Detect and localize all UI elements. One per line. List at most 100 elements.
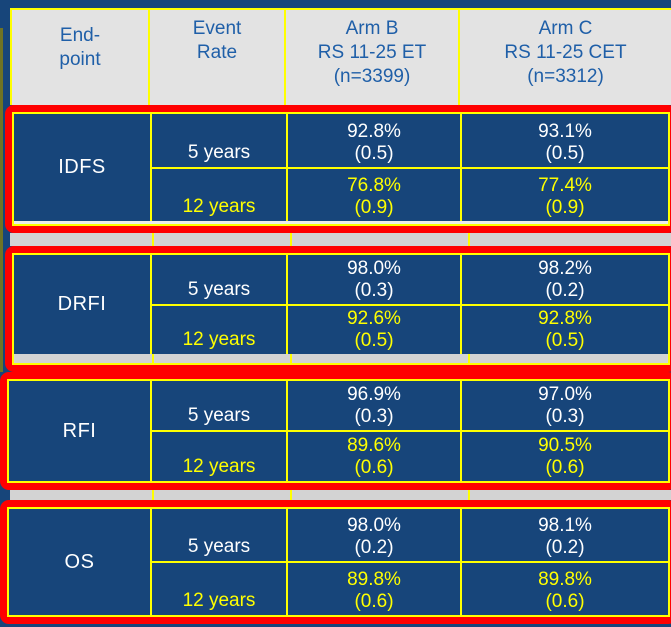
arm-c-value-cell: 97.0% (0.3) — [462, 381, 668, 430]
arm-b-value-cell: 96.9% (0.3) — [288, 381, 462, 430]
period-cell: 5 years — [152, 114, 288, 167]
endpoint-block-os-inner: OS 5 years 98.0% (0.2) 98.1% (0.2) — [7, 507, 670, 617]
idfs-rows: 5 years 92.8% (0.5) 93.1% (0.5) 12 years — [152, 114, 668, 221]
endpoint-label-cell: IDFS — [14, 114, 152, 221]
arm-c-se: (0.3) — [545, 406, 585, 427]
period-label: 12 years — [182, 590, 256, 611]
separator-gridline — [290, 233, 292, 246]
separator-gridline — [152, 354, 154, 363]
period-label: 12 years — [182, 456, 256, 477]
arm-b-se: (0.3) — [354, 406, 394, 427]
arm-c-rate: 98.1% — [538, 515, 592, 536]
endpoint-block-drfi: DRFI 5 years 98.0% (0.3) 98.2% (0.2) — [5, 246, 671, 372]
table-row-idfs-5-years: 5 years 92.8% (0.5) 93.1% (0.5) — [152, 114, 668, 169]
arm-c-rate: 89.8% — [538, 569, 592, 590]
arm-c-se: (0.6) — [545, 457, 585, 478]
separator-gridline — [468, 233, 470, 246]
arm-b-rate: 96.9% — [347, 384, 401, 405]
table-row-rfi-12-years: 12 years 89.6% (0.6) 90.5% (0.6) — [152, 432, 668, 481]
endpoint-block-rfi-inner: RFI 5 years 96.9% (0.3) 97.0% (0.3) — [7, 379, 670, 483]
arm-b-value-cell: 89.8% (0.6) — [288, 563, 462, 615]
header-cell-arm-b: Arm B RS 11-25 ET (n=3399) — [286, 10, 460, 105]
separator-gridline — [468, 354, 470, 363]
period-cell: 12 years — [152, 305, 288, 354]
arm-c-rate: 92.8% — [538, 308, 592, 329]
header-arm-c-line3: (n=3312) — [527, 66, 604, 87]
arm-b-rate: 89.6% — [347, 435, 401, 456]
separator-gridline — [468, 490, 470, 500]
arm-b-value-cell: 98.0% (0.2) — [288, 509, 462, 561]
period-cell: 5 years — [152, 255, 288, 304]
period-cell: 12 years — [152, 168, 288, 221]
endpoint-label: IDFS — [58, 156, 106, 178]
arm-c-rate: 97.0% — [538, 384, 592, 405]
drfi-main: DRFI 5 years 98.0% (0.3) 98.2% (0.2) — [14, 255, 668, 354]
arm-b-se: (0.9) — [354, 197, 394, 218]
arm-b-se: (0.5) — [354, 330, 394, 351]
arm-b-rate: 92.8% — [347, 120, 401, 142]
period-label: 5 years — [187, 141, 251, 163]
arm-b-value-cell: 92.6% (0.5) — [288, 305, 462, 354]
arm-c-rate: 98.2% — [538, 257, 592, 279]
arm-c-se: (0.9) — [545, 197, 585, 218]
arm-b-se: (0.6) — [354, 457, 394, 478]
arm-b-se: (0.3) — [354, 279, 394, 301]
idfs-bottom-strip — [14, 221, 668, 224]
header-endpoint-line2: point — [59, 49, 101, 70]
arm-c-value-cell: 90.5% (0.6) — [462, 432, 668, 481]
table-row-os-12-years: 12 years 89.8% (0.6) 89.8% (0.6) — [152, 563, 668, 615]
endpoint-block-idfs-inner: IDFS 5 years 92.8% (0.5) 93.1% (0.5) — [12, 112, 670, 226]
endpoint-block-drfi-inner: DRFI 5 years 98.0% (0.3) 98.2% (0.2) — [12, 253, 670, 365]
endpoint-block-idfs: IDFS 5 years 92.8% (0.5) 93.1% (0.5) — [5, 105, 671, 233]
arm-b-rate: 98.0% — [347, 257, 401, 279]
arm-b-value-cell: 98.0% (0.3) — [288, 255, 462, 304]
separator-gridline — [290, 490, 292, 500]
arm-c-se: (0.2) — [545, 537, 585, 558]
endpoint-block-os: OS 5 years 98.0% (0.2) 98.1% (0.2) — [0, 500, 671, 624]
arm-c-value-cell: 93.1% (0.5) — [462, 114, 668, 167]
rfi-rows: 5 years 96.9% (0.3) 97.0% (0.3) 12 years — [152, 381, 668, 481]
slide-edge-accent — [0, 28, 3, 372]
arm-b-value-cell: 92.8% (0.5) — [288, 114, 462, 167]
endpoint-label-cell: OS — [9, 509, 152, 615]
arm-b-rate: 89.8% — [347, 569, 401, 590]
table-row-os-5-years: 5 years 98.0% (0.2) 98.1% (0.2) — [152, 509, 668, 563]
arm-b-value-cell: 76.8% (0.9) — [288, 168, 462, 221]
separator-gridline — [152, 490, 154, 500]
table-row-rfi-5-years: 5 years 96.9% (0.3) 97.0% (0.3) — [152, 381, 668, 432]
header-arm-b-line3: (n=3399) — [333, 66, 411, 87]
arm-c-value-cell: 92.8% (0.5) — [462, 306, 668, 355]
header-endpoint-line1: End- — [59, 25, 101, 46]
header-event-rate-line1: Event — [192, 18, 242, 39]
arm-c-rate: 77.4% — [538, 175, 592, 196]
arm-c-value-cell: 89.8% (0.6) — [462, 563, 668, 615]
arm-b-value-cell: 89.6% (0.6) — [288, 432, 462, 481]
endpoint-label: RFI — [62, 419, 97, 442]
period-label: 12 years — [182, 329, 256, 350]
header-cell-arm-c: Arm C RS 11-25 CET (n=3312) — [460, 10, 671, 105]
arm-c-se: (0.6) — [545, 591, 585, 612]
arm-c-value-cell: 77.4% (0.9) — [462, 169, 668, 222]
header-event-rate-line2: Rate — [196, 42, 238, 63]
table-header-row: End- point Event Rate Arm B RS 11-25 ET … — [10, 8, 671, 105]
arm-b-se: (0.5) — [354, 142, 394, 164]
endpoint-label-cell: DRFI — [14, 255, 152, 354]
separator-gridline — [152, 233, 154, 246]
period-cell: 12 years — [152, 432, 288, 481]
header-cell-endpoint: End- point — [12, 10, 150, 105]
endpoint-label: DRFI — [57, 293, 107, 315]
period-label: 12 years — [182, 196, 256, 217]
endpoint-label: OS — [64, 550, 95, 573]
idfs-main: IDFS 5 years 92.8% (0.5) 93.1% (0.5) — [14, 114, 668, 221]
period-label: 5 years — [187, 405, 251, 426]
os-main: OS 5 years 98.0% (0.2) 98.1% (0.2) — [9, 509, 668, 615]
endpoint-label-cell: RFI — [9, 381, 152, 481]
table-row-drfi-12-years: 12 years 92.6% (0.5) 92.8% (0.5) — [152, 305, 668, 355]
arm-c-se: (0.5) — [545, 330, 585, 351]
os-rows: 5 years 98.0% (0.2) 98.1% (0.2) 12 years — [152, 509, 668, 615]
arm-b-rate: 76.8% — [347, 175, 401, 196]
rfi-main: RFI 5 years 96.9% (0.3) 97.0% (0.3) — [9, 381, 668, 481]
header-arm-c-line2: RS 11-25 CET — [504, 42, 627, 63]
arm-b-se: (0.6) — [354, 591, 394, 612]
